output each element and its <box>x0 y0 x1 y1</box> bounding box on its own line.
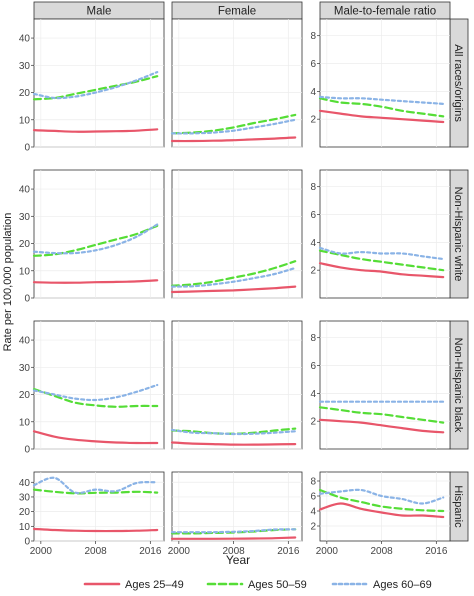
series-line <box>170 441 297 446</box>
panel-frame <box>319 169 451 299</box>
panel-frame <box>33 18 165 148</box>
x-tick-label: 2000 <box>168 546 191 557</box>
legend-label: Ages 60–69 <box>373 579 432 591</box>
y-tick-label: 40 <box>19 185 31 196</box>
series-line <box>318 262 445 279</box>
y-tick-label: 4 <box>310 87 316 98</box>
y-tick-label: 8 <box>310 182 316 193</box>
panel-frame <box>33 320 165 450</box>
series-line <box>318 488 445 513</box>
x-tick-label: 2016 <box>139 546 162 557</box>
series-line <box>170 118 297 135</box>
series-line <box>170 136 297 143</box>
y-tick-label: 8 <box>310 31 316 42</box>
y-tick-label: 30 <box>19 492 31 503</box>
y-tick-label: 10 <box>19 115 31 126</box>
y-tick-label: 2 <box>310 115 316 126</box>
series-line <box>318 97 445 118</box>
series-line <box>170 528 297 534</box>
y-tick-label: 40 <box>19 34 31 45</box>
y-tick-label: 2 <box>310 417 316 428</box>
series-line <box>318 246 445 261</box>
y-tick-label: 30 <box>19 212 31 223</box>
x-tick-label: 2000 <box>30 546 53 557</box>
y-tick-label: 4 <box>310 238 316 249</box>
series-line <box>170 285 297 294</box>
legend-label: Ages 50–59 <box>248 579 307 591</box>
y-tick-label: 20 <box>19 239 31 250</box>
series-line <box>318 109 445 124</box>
y-tick-label: 20 <box>19 507 31 518</box>
series-line <box>32 488 159 495</box>
y-tick-label: 0 <box>24 294 30 305</box>
row-strip-label: Non-Hispanic black <box>452 338 464 433</box>
series-line <box>32 224 159 257</box>
row-strip-label: All races/origins <box>452 44 464 122</box>
x-tick-label: 2016 <box>277 546 300 557</box>
panel-frame <box>319 18 451 148</box>
series-line <box>170 113 297 135</box>
y-tick-label: 30 <box>19 363 31 374</box>
y-tick-label: 6 <box>310 59 316 70</box>
y-tick-label: 40 <box>19 336 31 347</box>
y-tick-label: 4 <box>310 389 316 400</box>
y-tick-label: 0 <box>24 445 30 456</box>
x-tick-label: 2000 <box>316 546 339 557</box>
series-line <box>170 260 297 287</box>
series-line <box>318 502 445 519</box>
series-line <box>170 266 297 288</box>
column-strip-label: Female <box>218 6 256 18</box>
panel-frame <box>319 320 451 450</box>
series-line <box>318 488 445 505</box>
series-line <box>32 223 159 255</box>
series-line <box>318 418 445 434</box>
series-line <box>318 406 445 424</box>
row-strip-label: Hispanic <box>452 485 464 528</box>
series-line <box>32 128 159 133</box>
row-strip-label: Non-Hispanic white <box>452 187 464 282</box>
y-tick-label: 20 <box>19 390 31 401</box>
y-tick-label: 40 <box>19 478 31 489</box>
y-tick-label: 2 <box>310 522 316 533</box>
legend: Ages 25–49 Ages 50–59 Ages 60–69 <box>83 579 432 591</box>
column-strip-label: Male-to-female ratio <box>334 6 436 18</box>
y-tick-label: 6 <box>310 210 316 221</box>
panel-frame <box>171 320 303 450</box>
y-tick-label: 0 <box>24 143 30 154</box>
panels-layer: Male Female Male-to-female ratio All races/… <box>19 1 469 557</box>
y-tick-label: 6 <box>310 492 316 503</box>
series-line <box>32 430 159 445</box>
series-line <box>318 249 445 272</box>
series-line <box>32 75 159 101</box>
series-line <box>32 527 159 533</box>
y-tick-label: 6 <box>310 361 316 372</box>
x-tick-label: 2016 <box>425 546 448 557</box>
column-strip-label: Male <box>87 6 112 18</box>
series-line <box>318 95 445 105</box>
x-tick-label: 2008 <box>84 546 107 557</box>
y-tick-label: 8 <box>310 333 316 344</box>
series-line <box>32 71 159 100</box>
x-tick-label: 2008 <box>370 546 393 557</box>
y-tick-label: 20 <box>19 88 31 99</box>
series-line <box>32 383 159 402</box>
y-tick-label: 10 <box>19 417 31 428</box>
y-tick-label: 4 <box>310 507 316 518</box>
legend-label: Ages 25–49 <box>125 579 184 591</box>
y-tick-label: 30 <box>19 61 31 72</box>
series-line <box>170 536 297 540</box>
y-tick-label: 8 <box>310 477 316 488</box>
y-axis-label: Rate per 100,000 population <box>2 213 14 352</box>
y-tick-label: 0 <box>24 537 30 548</box>
x-axis-label: Year <box>226 553 250 567</box>
x-tick-label: 2008 <box>222 546 245 557</box>
series-line <box>32 476 159 495</box>
series-line <box>32 279 159 284</box>
y-tick-label: 10 <box>19 266 31 277</box>
series-line <box>32 388 159 408</box>
y-tick-label: 2 <box>310 266 316 277</box>
series-line <box>170 428 297 436</box>
y-tick-label: 10 <box>19 522 31 533</box>
